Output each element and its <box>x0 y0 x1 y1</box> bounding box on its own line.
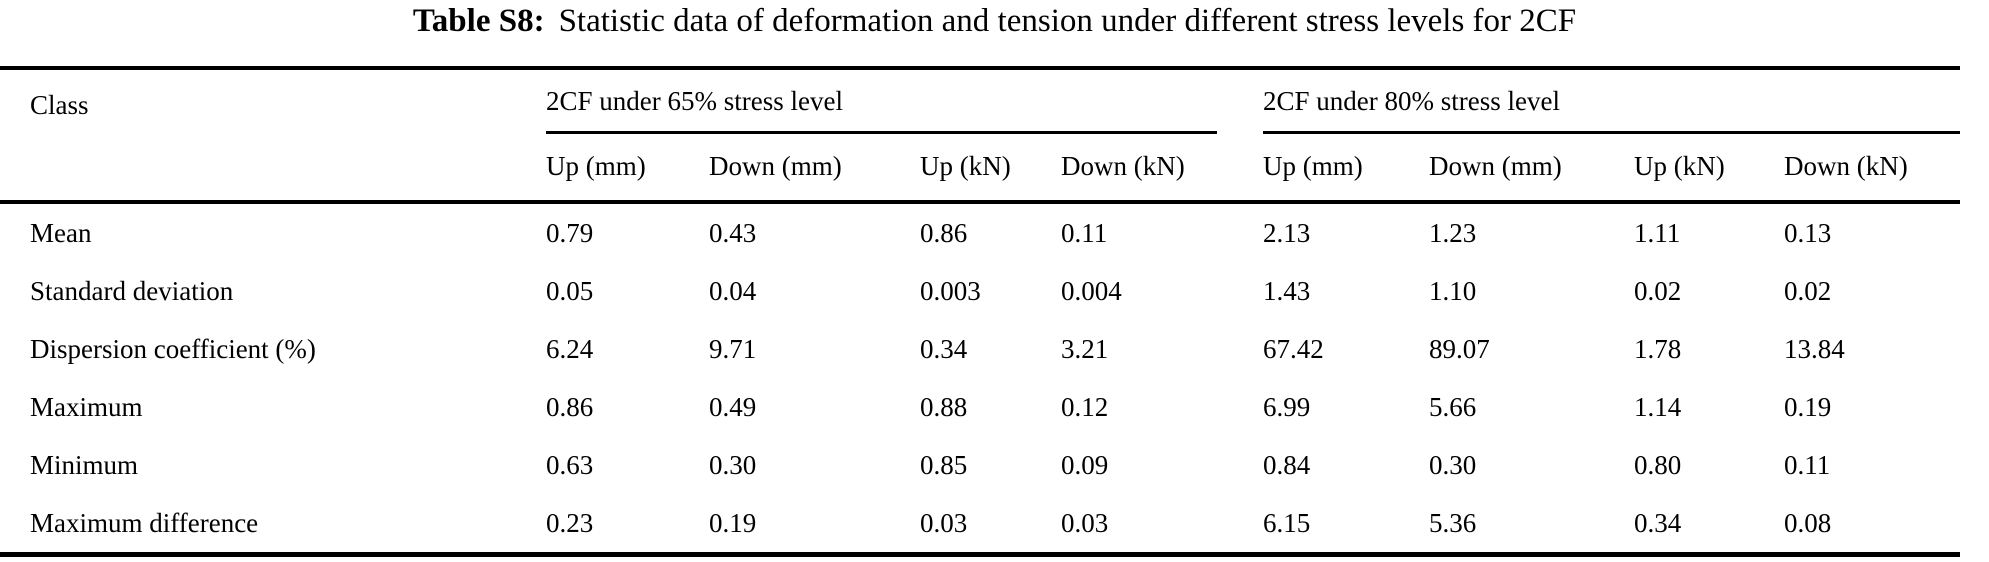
table-cell: 0.34 <box>920 334 968 364</box>
table-cell: 6.24 <box>546 334 594 364</box>
column-header-80-down-mm: Down (mm) <box>1429 134 1635 204</box>
row-label: Minimum <box>30 450 139 480</box>
table-cell: 0.04 <box>709 276 757 306</box>
row-label: Maximum <box>30 392 143 422</box>
table-cell: 0.19 <box>1784 392 1832 422</box>
table-cell: 0.19 <box>709 494 920 557</box>
table-cell: 0.03 <box>920 494 1061 557</box>
table-cell: 0.09 <box>1061 450 1109 480</box>
column-header-80-up-kn: Up (kN) <box>1634 134 1785 204</box>
table-cell: 0.11 <box>1784 450 1831 480</box>
group-header-row: Class 2CF under 65% stress level 2CF und… <box>0 68 1961 204</box>
table-cell: 0.02 <box>1634 276 1682 306</box>
table-cell: 0.43 <box>709 218 757 248</box>
row-label: Standard deviation <box>30 276 234 306</box>
column-header-65-up-kn: Up (kN) <box>920 134 1061 204</box>
table-row: Maximum difference 0.23 0.19 0.03 0.03 6… <box>0 494 1961 557</box>
table-cell: 6.15 <box>1263 494 1430 557</box>
table-row: Standard deviation 0.05 0.04 0.003 0.004… <box>0 262 1960 320</box>
table-cell: 0.63 <box>546 450 594 480</box>
table-cell: 0.88 <box>920 392 968 422</box>
row-label: Dispersion coefficient (%) <box>30 334 316 364</box>
row-label: Mean <box>30 218 92 248</box>
table-cell: 0.30 <box>1429 450 1477 480</box>
table-cell: 6.99 <box>1263 392 1311 422</box>
group-header-80-label: 2CF under 80% stress level <box>1263 70 1961 134</box>
column-header-65-up-mm: Up (mm) <box>546 134 709 204</box>
table-cell: 0.11 <box>1061 218 1108 248</box>
column-header-65-down-mm: Down (mm) <box>709 134 920 204</box>
table-cell: 0.03 <box>1061 494 1264 557</box>
group-header-65-label: 2CF under 65% stress level <box>546 70 1218 134</box>
table-cell: 5.66 <box>1429 392 1477 422</box>
table-cell: 0.23 <box>546 494 709 557</box>
table-cell: 0.34 <box>1634 494 1785 557</box>
table-cell: 1.78 <box>1634 334 1682 364</box>
table-cell: 13.84 <box>1784 334 1845 364</box>
table-cell: 0.30 <box>709 450 757 480</box>
table-cell: 0.02 <box>1784 276 1832 306</box>
row-label: Maximum difference <box>0 494 546 557</box>
subheader-row: Up (mm) Down (mm) Up (kN) Down (kN) Up (… <box>0 134 1961 204</box>
table-cell: 9.71 <box>709 334 757 364</box>
table-cell: 0.80 <box>1634 450 1682 480</box>
table-cell: 0.05 <box>546 276 594 306</box>
table-cell: 1.11 <box>1634 218 1681 248</box>
table-cell: 0.13 <box>1784 218 1832 248</box>
table-cell: 0.49 <box>709 392 757 422</box>
table-row: Mean 0.79 0.43 0.86 0.11 2.13 1.23 1.11 … <box>0 202 1960 262</box>
table-cell: 1.10 <box>1429 276 1477 306</box>
table-cell: 0.86 <box>546 392 594 422</box>
table-cell: 2.13 <box>1263 218 1311 248</box>
table-cell: 0.003 <box>920 276 981 306</box>
table-cell: 0.85 <box>920 450 968 480</box>
table-cell: 1.14 <box>1634 392 1682 422</box>
group-header-65: 2CF under 65% stress level <box>546 68 1263 134</box>
group-header-80: 2CF under 80% stress level <box>1263 68 1961 134</box>
column-header-80-down-kn: Down (kN) <box>1784 134 1961 204</box>
table-cell: 0.004 <box>1061 276 1122 306</box>
table-cell: 0.79 <box>546 218 594 248</box>
table-row: Dispersion coefficient (%) 6.24 9.71 0.3… <box>0 320 1960 378</box>
table-cell: 3.21 <box>1061 334 1109 364</box>
caption-text: Statistic data of deformation and tensio… <box>558 3 1577 39</box>
column-header-80-up-mm: Up (mm) <box>1263 134 1430 204</box>
table-cell: 0.12 <box>1061 392 1109 422</box>
caption-label: Table S8: <box>412 3 545 39</box>
column-header-65-down-kn: Down (kN) <box>1061 134 1264 204</box>
table-cell: 1.43 <box>1263 276 1311 306</box>
table-cell: 1.23 <box>1429 218 1477 248</box>
table-cell: 89.07 <box>1429 334 1490 364</box>
table-caption: Table S8: Statistic data of deformation a… <box>0 0 1989 42</box>
table-cell: 5.36 <box>1429 494 1635 557</box>
table-cell: 0.84 <box>1263 450 1311 480</box>
table-row: Minimum 0.63 0.30 0.85 0.09 0.84 0.30 0.… <box>0 436 1960 494</box>
table-row: Maximum 0.86 0.49 0.88 0.12 6.99 5.66 1.… <box>0 378 1960 436</box>
table-cell: 0.86 <box>920 218 968 248</box>
table-cell: 0.08 <box>1784 494 1961 557</box>
class-column-header: Class <box>0 68 546 204</box>
table-cell: 67.42 <box>1263 334 1324 364</box>
stats-table: Class 2CF under 65% stress level 2CF und… <box>0 66 1961 557</box>
